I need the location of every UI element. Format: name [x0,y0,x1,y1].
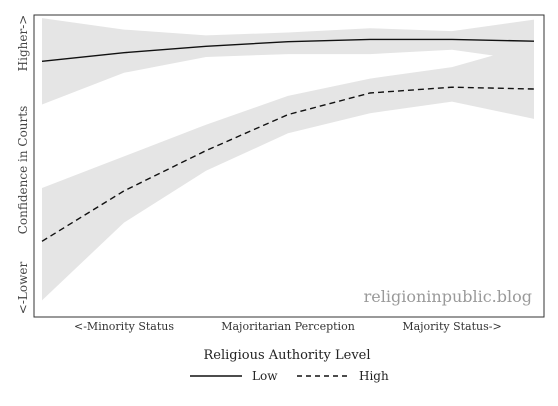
band-high [42,44,534,301]
plot-frame [33,14,545,318]
line-high [41,86,535,242]
x-tick-label: Majority Status-> [402,320,501,333]
x-tick-label: <-Minority Status [74,320,174,333]
x-tick-label: Majoritarian Perception [221,320,355,333]
y-axis-low-label: <-Lower [16,262,30,315]
legend: Low High [190,369,389,383]
watermark-text: religioninpublic.blog [364,287,532,306]
series-lines [41,38,535,242]
legend-label-high: High [359,369,389,383]
y-axis-label: Confidence in Courts [16,106,30,235]
line-low [41,38,535,62]
y-axis-high-label: Higher-> [16,15,30,72]
x-axis-title: Religious Authority Level [203,348,370,363]
confidence-bands [42,18,534,301]
x-axis-ticks: <-Minority Status Majoritarian Perception… [74,320,502,333]
legend-label-low: Low [252,369,278,383]
